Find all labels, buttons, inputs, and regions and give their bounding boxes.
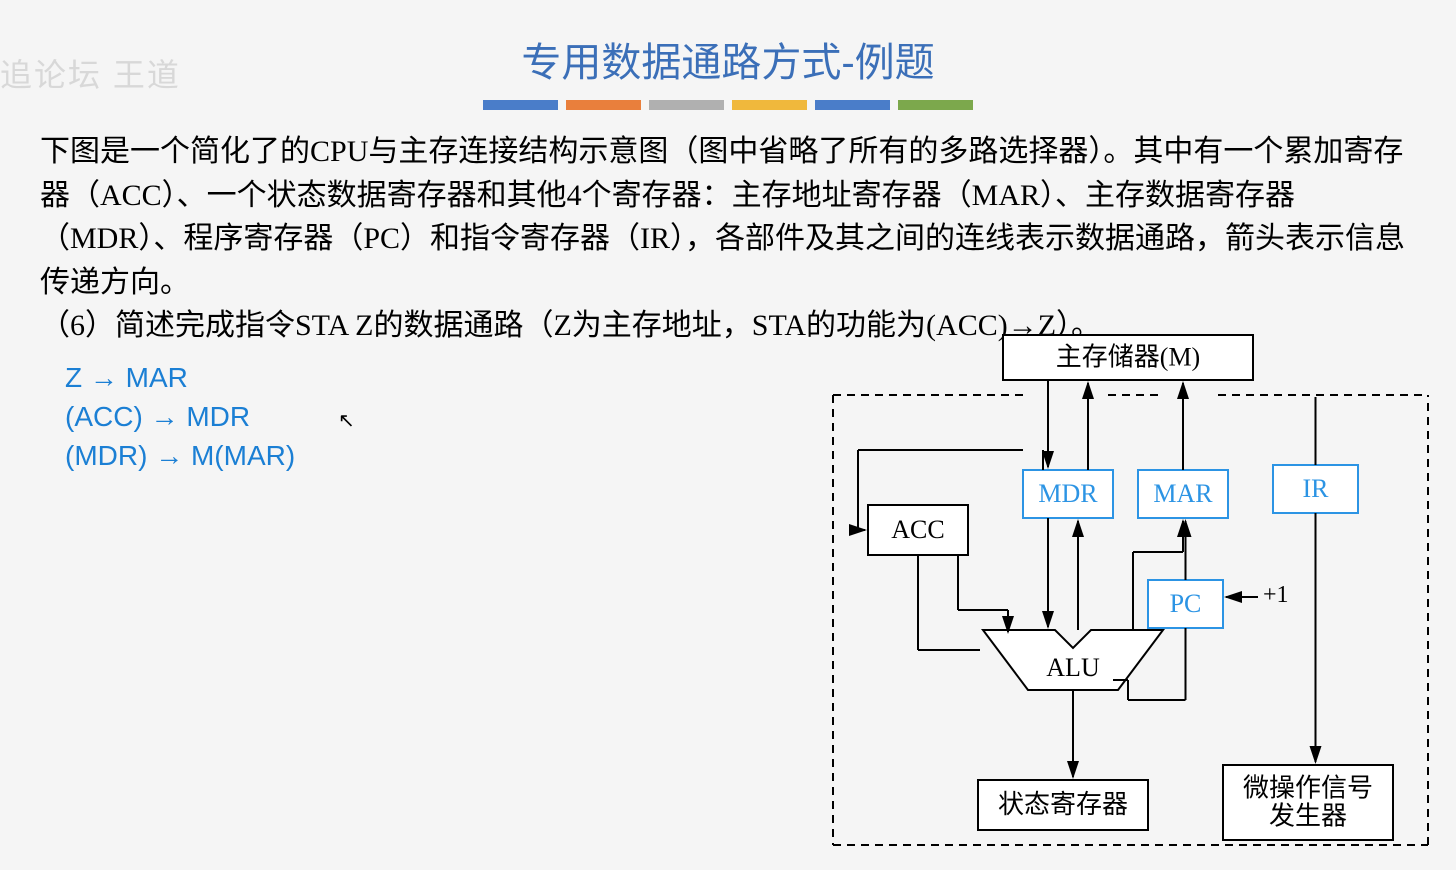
watermark-text: 追论坛 王道 [0, 50, 181, 96]
svg-text:+1: +1 [1263, 582, 1289, 608]
svg-text:IR: IR [1303, 474, 1330, 503]
svg-text:MAR: MAR [1153, 479, 1213, 508]
svg-text:PC: PC [1170, 589, 1202, 618]
divider-seg [566, 100, 641, 110]
cursor-icon: ↖ [338, 408, 355, 433]
svg-text:ACC: ACC [891, 515, 944, 544]
divider-seg [649, 100, 724, 110]
cpu-diagram: 主存储器(M) MDR MAR IR ACC PC 状态寄存器 微操作信号发生器 ALU +1 [828, 330, 1438, 850]
problem-paragraph: 下图是一个简化了的CPU与主存连接结构示意图（图中省略了所有的多路选择器）。其中… [0, 130, 1456, 304]
svg-text:状态寄存器: 状态寄存器 [998, 790, 1128, 819]
page-title: 专用数据通路方式-例题 [0, 30, 1456, 88]
svg-text:发生器: 发生器 [1269, 802, 1347, 831]
color-divider [0, 100, 1456, 110]
svg-text:ALU: ALU [1046, 653, 1100, 682]
divider-seg [483, 100, 558, 110]
svg-text:微操作信号: 微操作信号 [1243, 774, 1373, 803]
divider-seg [815, 100, 890, 110]
svg-text:MDR: MDR [1038, 479, 1098, 508]
svg-text:主存储器(M): 主存储器(M) [1056, 343, 1200, 372]
divider-seg [898, 100, 973, 110]
divider-seg [732, 100, 807, 110]
